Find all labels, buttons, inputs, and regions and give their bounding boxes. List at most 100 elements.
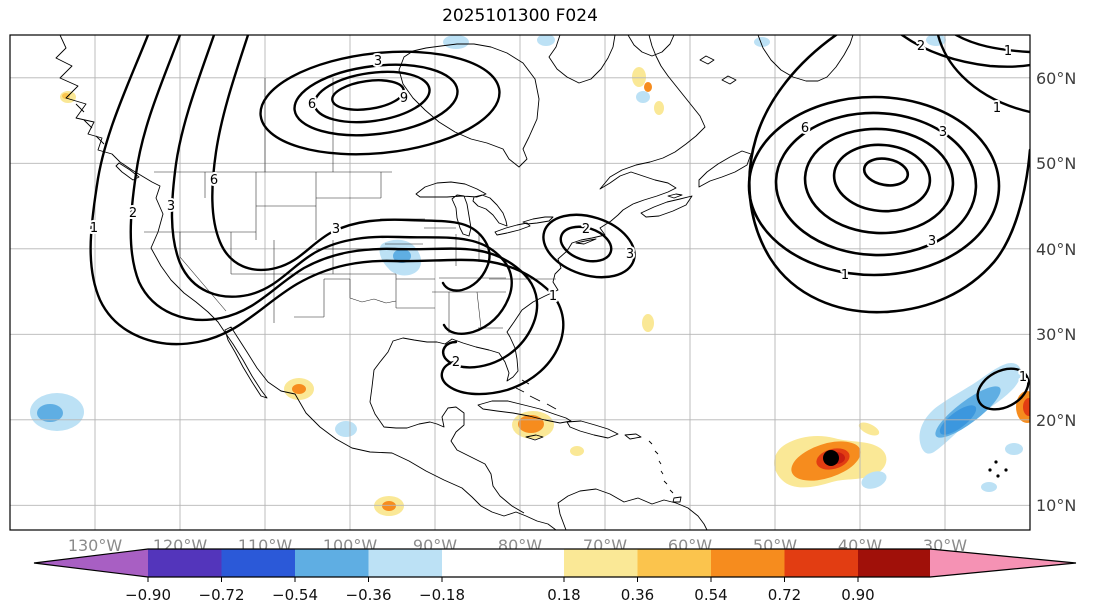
island-speck [994, 460, 998, 464]
patch-positive-atlantic-small [642, 314, 654, 332]
colorbar-tick-label: 0.18 [547, 586, 580, 604]
patch-negative-tropical-atlantic [861, 471, 887, 489]
contour-corner-3 [936, 35, 1030, 114]
lat-tick-label: 40°N [1036, 240, 1076, 259]
patch-positive-caribbean-core [518, 415, 544, 433]
colorbar-tick-label: −0.54 [272, 586, 318, 604]
patch-negative-arctic-1 [443, 35, 469, 49]
lon-tick-label: 130°W [68, 536, 123, 555]
contour-band-3 [170, 35, 513, 335]
contour-label: 3 [374, 54, 382, 69]
colorbar-segment [858, 549, 930, 577]
contour-oval-subtropical [976, 367, 1030, 411]
contour-label: 1 [1004, 44, 1012, 59]
patch-negative-midwest-core [393, 249, 411, 263]
patch-negative-mexico [335, 421, 357, 437]
colorbar-over-arrow [930, 549, 1076, 577]
contour-label: 2 [129, 206, 137, 221]
colorbar-segment [148, 549, 222, 577]
coastline-hudson-bay [398, 43, 540, 168]
colorbar-segment [442, 549, 564, 577]
patch-positive-right-edge-core [1023, 398, 1030, 416]
marker-layer [823, 450, 1008, 478]
patch-negative-right-small-1 [1005, 443, 1023, 455]
contour-label: 6 [308, 97, 316, 112]
patch-negative-right-small-2 [981, 482, 997, 492]
colorbar-tick-label: −0.36 [346, 586, 392, 604]
colorbar-tick-label: 0.54 [694, 586, 727, 604]
map-frame [9, 34, 1031, 531]
patch-positive-tropical-atlantic-ne [858, 422, 880, 436]
colorbar-segment [711, 549, 785, 577]
contour-label: 2 [452, 355, 460, 370]
colorbar-segment [564, 549, 638, 577]
great-lakes [415, 181, 554, 237]
contour-ring-newengland-1 [559, 225, 613, 263]
patch-positive-alaska-core [62, 93, 70, 99]
contour-ring-atlantic-3 [774, 111, 978, 257]
colorbar-tick-label: −0.72 [199, 586, 245, 604]
contour-ring-canada-2 [313, 70, 431, 124]
colorbar-segment [637, 549, 711, 577]
contour-band-1 [89, 35, 565, 396]
contour-label: 6 [801, 121, 809, 136]
lat-tick-label: 50°N [1036, 154, 1076, 173]
lat-tick-label: 10°N [1036, 496, 1076, 515]
coastline-greenland [757, 35, 854, 82]
storm-marker-dot [823, 450, 839, 466]
patch-positive-baffin-core [644, 82, 652, 92]
lat-tick-label: 30°N [1036, 325, 1076, 344]
patch-positive-labrador [654, 101, 664, 115]
contour-ring-newengland-2 [542, 213, 636, 279]
colorbar-tick-label: 0.72 [768, 586, 801, 604]
colorbar-ticks [147, 577, 859, 582]
colorbar-segment [295, 549, 369, 577]
contour-label: 9 [400, 91, 408, 106]
contour-label: 3 [626, 247, 634, 262]
island-speck [996, 474, 1000, 478]
colorbar-tick-label: −0.90 [125, 586, 171, 604]
colorbar-segment [368, 549, 442, 577]
lat-tick-label: 60°N [1036, 69, 1076, 88]
patch-positive-mexico-core [292, 384, 306, 394]
patch-negative-arctic-2 [537, 35, 555, 46]
colorbar-tick-label: 0.36 [621, 586, 654, 604]
coastline-mainland [55, 35, 708, 530]
colorbar-segment [221, 549, 295, 577]
contour-band-4 [211, 35, 491, 292]
contour-ring-canada-4 [259, 50, 501, 156]
contour-label-layer: 3 9 6 6 3 2 1 3 2 1 2 3 6 3 3 1 2 1 1 1 [88, 37, 1029, 387]
colorbar-segment [784, 549, 858, 577]
colorbar: −0.90 −0.72 −0.54 −0.36 −0.18 0.18 0.36 … [33, 548, 1077, 604]
contour-label: 1 [1019, 370, 1027, 385]
patch-negative-pacific-core [37, 404, 63, 422]
patch-positive-caribbean-small [570, 446, 584, 456]
contour-ring-canada-1 [331, 79, 405, 111]
contour-ring-atlantic-2 [803, 127, 955, 235]
patch-positive-pacific-ca-core [382, 501, 396, 511]
contour-label: 1 [90, 221, 98, 236]
lat-tick-label: 20°N [1036, 411, 1076, 430]
contour-ring-atlantic-4 [747, 95, 1001, 277]
coastline-arctic [548, 35, 737, 85]
contour-label: 1 [841, 268, 849, 283]
island-speck [988, 468, 992, 472]
patch-negative-baffin [636, 91, 650, 103]
plot-title: 2025101300 F024 [442, 6, 598, 26]
coastline-maritimes [640, 150, 752, 218]
contour-label: 2 [917, 39, 925, 54]
contour-label: 1 [549, 289, 557, 304]
contour-label: 2 [582, 222, 590, 237]
y-axis-labels: 60°N 50°N 40°N 30°N 20°N 10°N [1036, 69, 1076, 515]
contour-label: 3 [332, 222, 340, 237]
patch-negative-north-atlantic [926, 35, 946, 46]
contour-label: 1 [993, 101, 1001, 116]
contour-band-2 [129, 35, 539, 369]
island-speck [1004, 468, 1008, 472]
contour-ring-atlantic-0 [862, 157, 910, 187]
contour-ring-atlantic-1 [832, 143, 932, 213]
coastline-islands [75, 103, 682, 503]
patch-positive-baffin [632, 67, 646, 87]
